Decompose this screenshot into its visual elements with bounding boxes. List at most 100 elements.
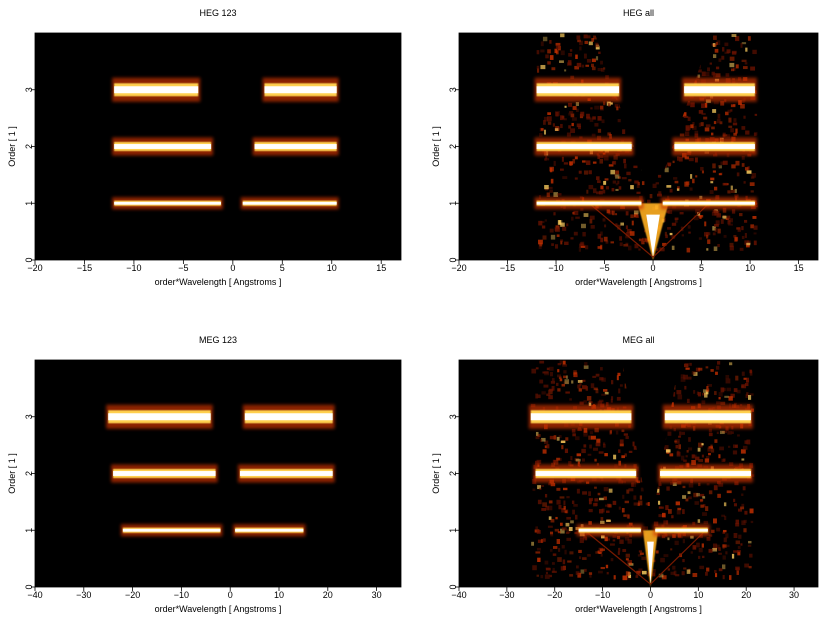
band-core [662,201,755,205]
noise-pixel [731,164,736,169]
noise-pixel [581,458,585,462]
noise-pixel [677,394,683,400]
noise-pixel [560,240,563,245]
noise-pixel [547,121,552,125]
noise-pixel [678,435,681,438]
noise-pixel [665,505,669,511]
noise-pixel [544,158,547,161]
noise-pixel [631,220,634,226]
noise-pixel [576,62,582,68]
noise-pixel [570,113,575,118]
noise-pixel [564,549,567,555]
noise-pixel [572,433,576,437]
x-tick-label: 30 [789,590,799,600]
noise-pixel [722,134,728,137]
noise-pixel [610,398,613,403]
noise-pixel [597,492,601,496]
noise-pixel [671,245,675,250]
noise-pixel [622,575,628,581]
noise-pixel [588,184,594,190]
noise-pixel [667,537,670,541]
noise-pixel [672,565,676,570]
noise-pixel [708,432,713,437]
noise-pixel [744,232,747,238]
noise-pixel [592,116,596,120]
x-tick-label: 10 [745,263,755,273]
noise-pixel [575,571,580,575]
noise-pixel [588,521,592,525]
panel-title: MEG 123 [199,335,237,345]
noise-pixel [597,116,602,121]
noise-pixel [560,50,565,56]
noise-pixel [583,53,587,59]
noise-pixel [578,246,582,252]
noise-pixel [715,42,718,45]
noise-pixel [736,389,741,394]
noise-pixel [709,190,714,194]
noise-pixel [735,160,740,166]
noise-pixel [579,535,584,540]
noise-pixel [711,126,715,130]
noise-pixel [698,367,703,371]
noise-pixel [603,496,607,501]
noise-pixel [684,131,690,136]
noise-pixel [682,485,686,489]
noise-pixel [706,388,710,392]
panel-title: HEG 123 [199,8,236,18]
noise-pixel [741,371,745,376]
noise-pixel [743,115,746,119]
noise-pixel [704,392,708,398]
y-tick-label: 1 [24,201,34,206]
noise-pixel [564,448,569,454]
noise-pixel [609,430,613,434]
noise-pixel [753,240,757,246]
y-axis-label: Order [ 1 ] [7,126,17,167]
noise-pixel [542,36,548,42]
noise-pixel [598,155,604,159]
noise-pixel [621,429,625,433]
noise-pixel [571,428,576,433]
noise-pixel [588,170,592,175]
noise-pixel [608,210,614,215]
noise-pixel [720,387,725,393]
noise-pixel [725,374,730,379]
panel-1: HEG 123 −20 −15 −10 −5 0 5 10 15 0 1 2 3 order*Wavele… [7,8,402,287]
noise-pixel [537,394,541,399]
noise-pixel [741,384,747,389]
noise-pixel [709,62,712,65]
noise-pixel [564,379,569,385]
noise-pixel [714,391,717,395]
noise-pixel [730,109,733,112]
noise-pixel [673,427,676,432]
noise-pixel [705,390,709,395]
noise-pixel [617,372,621,377]
noise-pixel [555,516,558,520]
noise-pixel [708,452,711,456]
noise-pixel [721,55,725,60]
noise-pixel [723,537,727,543]
noise-pixel [600,520,605,524]
noise-pixel [623,163,627,169]
noise-pixel [741,493,744,496]
noise-pixel [605,186,610,190]
noise-pixel [583,170,589,175]
noise-pixel [638,550,643,553]
noise-pixel [537,434,541,437]
noise-pixel [690,174,693,179]
noise-pixel [595,442,601,447]
noise-pixel [615,183,619,186]
noise-pixel [536,68,540,73]
noise-pixel [613,155,618,160]
noise-pixel [746,439,751,445]
noise-pixel [591,37,595,42]
noise-pixel [713,246,718,252]
x-tick-label: −20 [27,263,42,273]
noise-pixel [698,555,701,559]
noise-pixel [696,493,700,497]
noise-pixel [552,546,558,549]
noise-pixel [549,228,554,233]
noise-pixel [568,526,573,532]
noise-pixel [682,539,685,544]
streak [650,529,707,585]
noise-pixel [694,157,698,163]
